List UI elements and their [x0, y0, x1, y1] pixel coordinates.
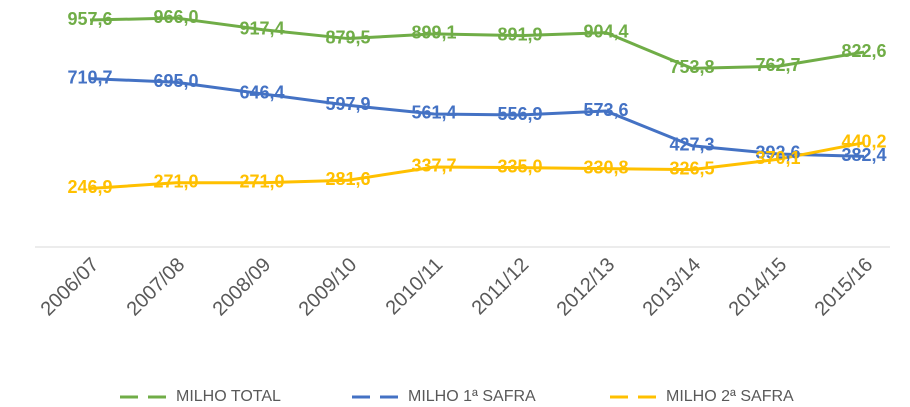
- value-label: 370,1: [755, 148, 800, 168]
- value-label: 646,4: [239, 83, 284, 103]
- value-label: 879,5: [325, 27, 370, 47]
- value-label: 330,8: [583, 157, 628, 177]
- value-label: 427,3: [669, 134, 714, 154]
- value-label: 440,2: [841, 131, 886, 151]
- value-label: 822,6: [841, 41, 886, 61]
- x-tick-label: 2008/09: [209, 254, 276, 321]
- x-tick-label: 2013/14: [639, 254, 706, 321]
- value-label: 957,6: [67, 9, 112, 29]
- value-label: 762,7: [755, 55, 800, 75]
- legend-label: MILHO TOTAL: [176, 388, 281, 405]
- x-tick-label: 2011/12: [468, 254, 534, 320]
- x-tick-label: 2007/08: [123, 254, 190, 321]
- value-label: 392,6: [755, 143, 800, 163]
- value-label: 281,6: [325, 169, 370, 189]
- value-label: 561,4: [411, 103, 456, 123]
- value-label: 753,8: [669, 57, 714, 77]
- x-tick-label: 2009/10: [295, 254, 362, 321]
- value-label: 597,9: [325, 94, 370, 114]
- legend-label: MILHO 2ª SAFRA: [666, 388, 794, 405]
- series-line: [89, 16, 865, 70]
- value-label: 271,0: [153, 172, 198, 192]
- value-label: 891,9: [497, 24, 542, 44]
- value-label: 326,5: [669, 158, 714, 178]
- x-tick-label: 2006/07: [37, 254, 104, 321]
- value-label: 271,0: [239, 172, 284, 192]
- value-label: 246,9: [67, 177, 112, 197]
- x-tick-label: 2012/13: [553, 254, 620, 321]
- legend-item: MILHO TOTAL: [120, 388, 281, 405]
- value-label: 335,0: [497, 156, 542, 176]
- value-label: 904,4: [583, 21, 628, 41]
- value-label: 382,4: [841, 145, 886, 165]
- value-label: 556,9: [497, 104, 542, 124]
- value-label: 917,4: [239, 18, 284, 38]
- value-label: 710,7: [67, 67, 112, 87]
- value-label: 899,1: [411, 23, 456, 43]
- x-tick-label: 2015/16: [811, 254, 878, 321]
- value-label: 966,0: [153, 7, 198, 27]
- x-tick-label: 2014/15: [725, 254, 792, 321]
- series-line: [89, 141, 865, 190]
- series-line: [89, 77, 865, 158]
- x-tick-label: 2010/11: [382, 254, 448, 320]
- value-label: 573,6: [583, 100, 628, 120]
- legend-item: MILHO 2ª SAFRA: [610, 388, 794, 405]
- legend-label: MILHO 1ª SAFRA: [408, 388, 536, 405]
- value-label: 337,7: [411, 156, 456, 176]
- legend-item: MILHO 1ª SAFRA: [352, 388, 536, 405]
- value-label: 695,0: [153, 71, 198, 91]
